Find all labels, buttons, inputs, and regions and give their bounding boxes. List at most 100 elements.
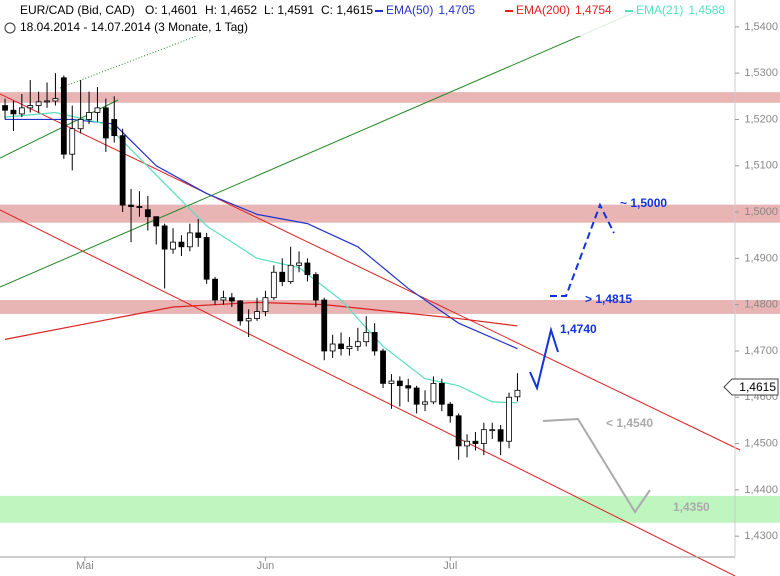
candle-body bbox=[321, 299, 328, 352]
y-tick-label: 1,5000 bbox=[744, 206, 778, 218]
legend-name: EMA(21) bbox=[636, 3, 683, 17]
candle-body bbox=[144, 209, 151, 218]
zone bbox=[0, 495, 780, 523]
candle-body bbox=[77, 119, 84, 130]
candle-body bbox=[60, 77, 67, 155]
candle-body bbox=[354, 341, 361, 347]
candle-body bbox=[464, 440, 470, 447]
chart-title: EUR/CAD (Bid, CAD) bbox=[20, 3, 135, 17]
legend-value: 1,4754 bbox=[575, 3, 612, 17]
annotation: ~ 1,5000 bbox=[620, 196, 667, 210]
candle-body bbox=[52, 98, 59, 102]
legend: EMA(50) 1,4705 EMA(200) 1,4754 EMA(21) 1,4588 bbox=[375, 3, 725, 17]
candle-body bbox=[94, 107, 101, 113]
candle-body bbox=[312, 274, 319, 301]
y-tick-label: 1,5400 bbox=[744, 21, 778, 33]
candle-body bbox=[237, 300, 244, 322]
candle-body bbox=[455, 415, 462, 447]
annotation: 1,4350 bbox=[673, 500, 710, 514]
legend-value: 1,4588 bbox=[688, 3, 725, 17]
candle-body bbox=[35, 101, 42, 106]
legend-name: EMA(50) bbox=[386, 3, 433, 17]
candle-body bbox=[514, 389, 521, 398]
ohlc: L: 1,4591 bbox=[264, 3, 314, 17]
y-tick-label: 1,4700 bbox=[744, 345, 778, 357]
candle-body bbox=[287, 264, 294, 282]
candle-body bbox=[430, 382, 437, 403]
zones bbox=[0, 92, 780, 523]
ema-line bbox=[4, 111, 518, 404]
candle-body bbox=[438, 382, 445, 405]
candle-body bbox=[388, 380, 395, 384]
legend-name: EMA(200) bbox=[516, 3, 570, 17]
annotation: 1,4740 bbox=[560, 322, 597, 336]
candle-body bbox=[44, 100, 50, 103]
candle-body bbox=[371, 332, 378, 352]
trend-line bbox=[0, 209, 736, 576]
candle-body bbox=[254, 311, 260, 319]
y-tick-label: 1,5200 bbox=[744, 113, 778, 125]
forecast-arrow bbox=[529, 326, 559, 392]
candle-body bbox=[380, 350, 386, 384]
ohlc: H: 1,4652 bbox=[205, 3, 257, 17]
candle-body bbox=[2, 105, 8, 111]
last-price-label: 1,4615 bbox=[739, 380, 776, 394]
candle-body bbox=[119, 135, 126, 206]
candle-body bbox=[128, 204, 134, 207]
candle-body bbox=[497, 429, 504, 442]
candle-body bbox=[178, 241, 185, 248]
y-tick-label: 1,4800 bbox=[744, 299, 778, 311]
trend-line bbox=[0, 93, 741, 451]
clock-icon bbox=[4, 22, 16, 34]
y-tick-label: 1,5300 bbox=[744, 67, 778, 79]
legend-value: 1,4705 bbox=[438, 3, 475, 17]
candle-body bbox=[170, 241, 176, 250]
emas bbox=[4, 111, 518, 404]
candle-body bbox=[489, 429, 496, 432]
candle-body bbox=[447, 403, 454, 417]
y-tick-label: 1,4400 bbox=[744, 484, 778, 496]
zone bbox=[0, 204, 780, 223]
candle-body bbox=[228, 297, 235, 302]
candle-body bbox=[195, 232, 202, 238]
x-tick-label: Jun bbox=[257, 560, 275, 572]
candle-body bbox=[111, 119, 118, 137]
candle-body bbox=[18, 107, 25, 115]
x-tick-label: Jul bbox=[443, 560, 457, 572]
candle-body bbox=[422, 401, 428, 405]
candle-body bbox=[212, 278, 218, 301]
candle-body bbox=[203, 237, 210, 280]
ohlc: C: 1,4615 bbox=[321, 3, 373, 17]
annotation: < 1,4540 bbox=[606, 416, 653, 430]
x-tick-label: Mai bbox=[76, 560, 94, 572]
candle-body bbox=[480, 429, 487, 444]
trend-line bbox=[59, 9, 266, 89]
candle-body bbox=[279, 271, 286, 282]
candle-body bbox=[363, 332, 370, 343]
ohlc: O: 1,4601 bbox=[145, 3, 198, 17]
candle-body bbox=[472, 440, 479, 444]
candle-body bbox=[270, 271, 277, 299]
candles bbox=[2, 73, 521, 460]
y-tick-label: 1,4900 bbox=[744, 252, 778, 264]
ema-line bbox=[4, 301, 518, 340]
candle-body bbox=[245, 318, 252, 322]
candle-body bbox=[161, 225, 168, 250]
candle-body bbox=[69, 128, 76, 155]
candle-body bbox=[405, 385, 412, 389]
candle-body bbox=[153, 216, 160, 227]
y-tick-label: 1,4500 bbox=[744, 437, 778, 449]
candle-body bbox=[329, 343, 336, 352]
candle-body bbox=[396, 380, 403, 387]
header-bg bbox=[0, 0, 720, 36]
forecast-arrow bbox=[542, 417, 651, 514]
candle-body bbox=[338, 343, 344, 350]
candle-body bbox=[136, 206, 143, 208]
y-tick-label: 1,4300 bbox=[744, 530, 778, 542]
candle-body bbox=[10, 109, 17, 115]
subtitle: 18.04.2014 - 14.07.2014 (3 Monate, 1 Tag… bbox=[20, 20, 248, 34]
candle-body bbox=[262, 297, 269, 313]
candle-body bbox=[86, 112, 92, 120]
candle-body bbox=[413, 387, 420, 405]
